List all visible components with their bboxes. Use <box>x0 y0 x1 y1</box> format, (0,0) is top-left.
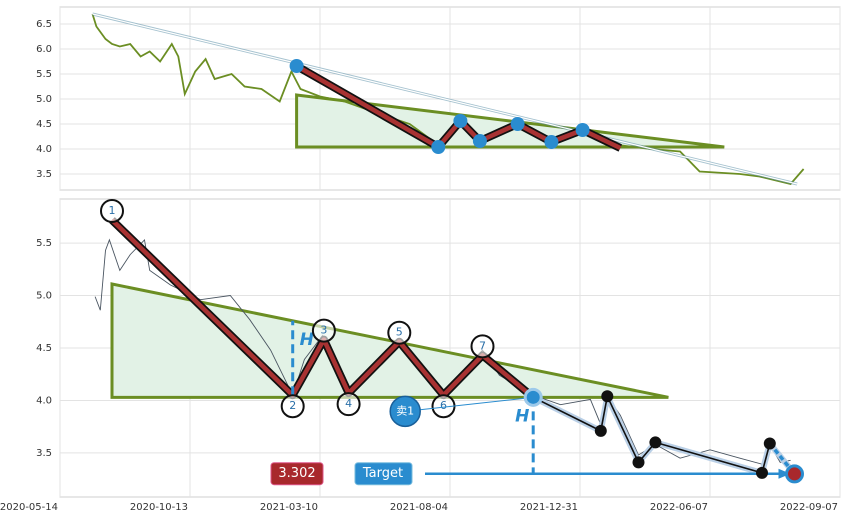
pattern-point <box>311 318 336 343</box>
x-tick-label: 2022-09-07 <box>780 502 838 513</box>
y-tick-label: 4.0 <box>36 395 52 406</box>
projection-point <box>649 436 662 449</box>
pattern-line <box>110 218 535 400</box>
x-tick-label: 2021-12-31 <box>520 502 578 513</box>
price-box <box>270 462 324 486</box>
pattern-point-label: 1 <box>109 204 116 217</box>
pattern-point <box>387 320 412 345</box>
target-label: Target <box>362 466 403 481</box>
breakout-point <box>523 387 543 407</box>
projection-point <box>632 456 645 469</box>
pattern-point <box>100 198 124 223</box>
y-tick-label: 5.0 <box>36 94 52 105</box>
height-label: H <box>515 406 529 426</box>
sell-marker <box>389 395 421 428</box>
pattern-point <box>510 117 525 131</box>
pattern-point-label: 2 <box>289 399 296 412</box>
projection-point <box>763 437 776 450</box>
pattern-point-label: 4 <box>345 397 352 410</box>
projection-point <box>756 466 768 479</box>
pattern-point <box>336 392 361 417</box>
x-tick-label: 2020-05-14 <box>0 502 58 513</box>
height-label: H <box>300 330 314 350</box>
y-tick-label: 6.0 <box>36 44 52 55</box>
pattern-point-label: 6 <box>440 399 447 412</box>
pattern-point <box>575 123 590 137</box>
pattern-point <box>472 134 487 148</box>
x-tick-label: 2022-06-07 <box>650 502 708 513</box>
y-tick-label: 4.5 <box>36 119 52 130</box>
pattern-point <box>289 59 304 73</box>
sell-connector <box>405 396 534 412</box>
y-tick-label: 4.5 <box>36 343 52 354</box>
pattern-point <box>431 140 446 154</box>
target-arrowhead <box>778 468 791 479</box>
triangle-pattern <box>110 282 669 399</box>
projection-point <box>601 390 614 403</box>
pattern-point <box>280 394 305 419</box>
x-tick-label: 2021-08-04 <box>390 502 448 513</box>
y-tick-label: 4.0 <box>36 144 52 155</box>
projection-point <box>594 424 607 437</box>
triangle-pattern <box>295 93 725 149</box>
pattern-point <box>470 334 495 359</box>
pattern-point <box>453 114 468 128</box>
target-point <box>785 464 804 484</box>
y-tick-label: 3.5 <box>36 169 52 180</box>
price-label: 3.302 <box>278 466 315 481</box>
target-box <box>354 462 413 486</box>
pattern-point-label: 7 <box>479 339 486 352</box>
pattern-point <box>544 135 559 149</box>
y-tick-label: 6.5 <box>36 19 52 30</box>
y-tick-label: 5.5 <box>36 69 52 80</box>
pattern-point-label: 3 <box>320 324 327 337</box>
trend-line-inner <box>92 13 798 185</box>
sell-label: 卖1 <box>396 404 414 417</box>
price-line <box>91 13 805 186</box>
y-tick-label: 5.0 <box>36 291 52 302</box>
pattern-point-label: 5 <box>396 326 403 339</box>
x-tick-label: 2020-10-13 <box>130 502 188 513</box>
y-tick-label: 3.5 <box>36 448 52 459</box>
x-tick-label: 2021-03-10 <box>260 502 318 513</box>
y-tick-label: 5.5 <box>36 238 52 249</box>
